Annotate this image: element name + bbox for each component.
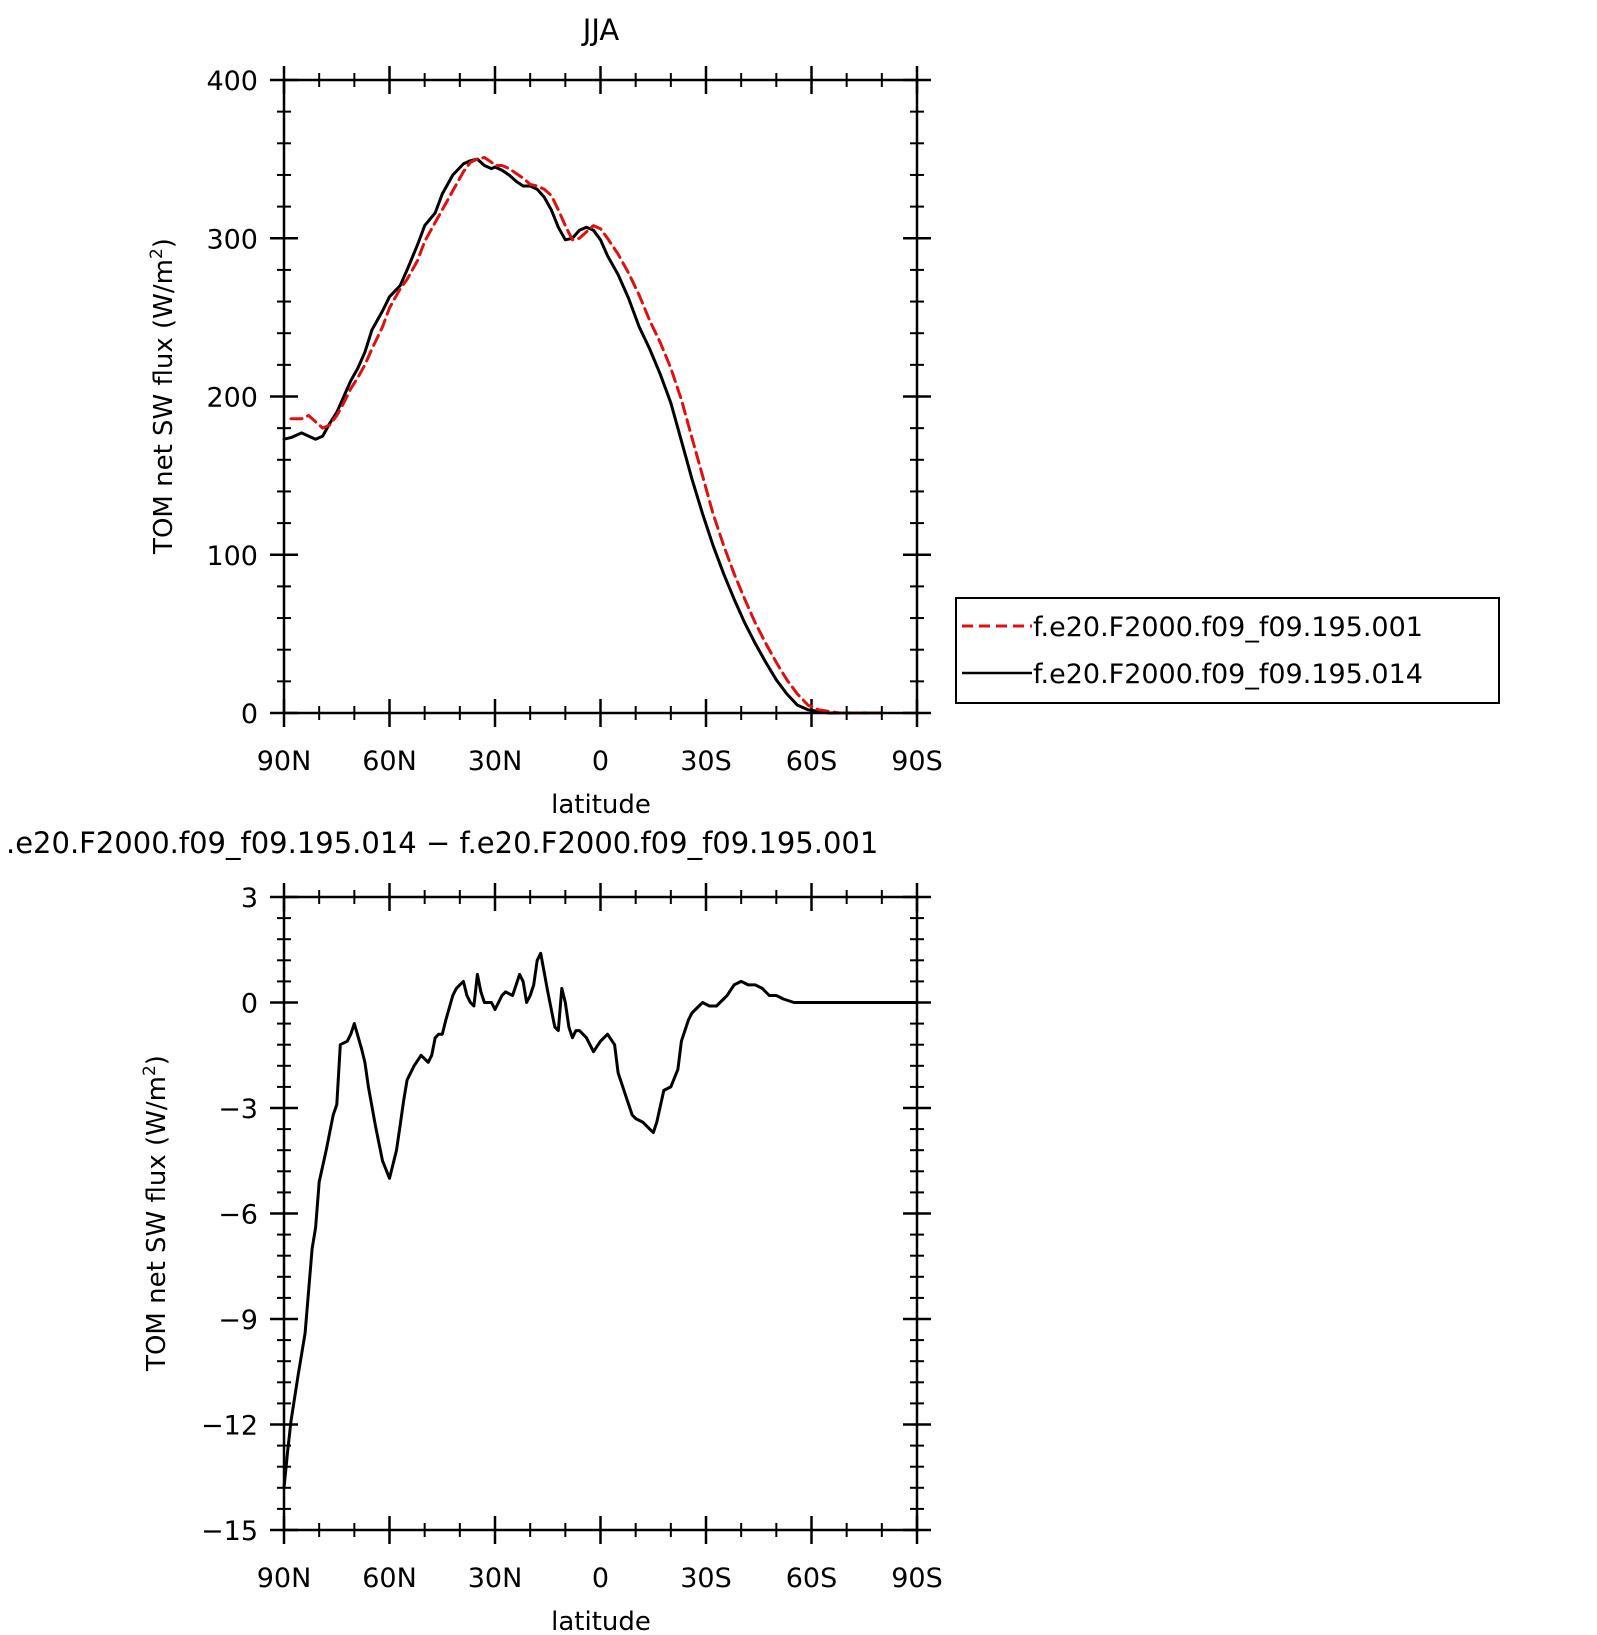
x-tick-label: 60S xyxy=(786,1563,838,1594)
top-plot-frame xyxy=(282,78,919,715)
x-tick-label: 30N xyxy=(468,746,523,777)
y-tick-label: −9 xyxy=(218,1305,258,1336)
y-tick-label: −6 xyxy=(218,1200,258,1231)
top-chart-title: JJA xyxy=(581,13,620,47)
x-tick-label: 90S xyxy=(891,1563,943,1594)
x-tick-label: 90N xyxy=(257,746,312,777)
y-tick-label: 400 xyxy=(206,66,258,97)
top-y-axis-title: TOM net SW flux (W/m2) xyxy=(147,238,179,555)
bottom-chart-title: .e20.F2000.f09_f09.195.014 − f.e20.F2000… xyxy=(6,826,878,860)
top-series-lines xyxy=(282,156,884,715)
bottom-y-ticks: −15 −12 −9 −6 −3 0 3 xyxy=(201,883,931,1547)
y-tick-label: 3 xyxy=(241,883,258,914)
y-tick-label: 200 xyxy=(206,383,258,414)
bottom-x-ticks: 90N 60N 30N 0 30S 60S 90S xyxy=(257,883,943,1594)
x-tick-label: 60N xyxy=(362,1563,417,1594)
y-tick-label: −12 xyxy=(201,1411,258,1442)
y-tick-label: 100 xyxy=(206,541,258,572)
top-x-ticks: 90N 60N 30N 0 30S 60S 90S xyxy=(257,66,943,777)
x-tick-label: 90N xyxy=(257,1563,312,1594)
legend-label-001: f.e20.F2000.f09_f09.195.001 xyxy=(1033,612,1423,643)
y-tick-label: −3 xyxy=(218,1094,258,1125)
bottom-x-axis-title: latitude xyxy=(551,1607,651,1635)
top-x-axis-title: latitude xyxy=(551,790,651,820)
x-tick-label: 30S xyxy=(680,1563,732,1594)
x-tick-label: 30N xyxy=(468,1563,523,1594)
bottom-y-axis-title: TOM net SW flux (W/m2) xyxy=(140,1055,172,1372)
x-tick-label: 90S xyxy=(891,746,943,777)
legend-label-014: f.e20.F2000.f09_f09.195.014 xyxy=(1033,659,1423,690)
bottom-series-lines xyxy=(282,951,919,1490)
y-tick-label: 300 xyxy=(206,224,258,255)
x-tick-label: 60N xyxy=(362,746,417,777)
top-panel: JJA 0 100 200 300 400 90N 60N 30N 0 30S 60S 90S la… xyxy=(147,13,1500,820)
x-tick-label: 0 xyxy=(592,1563,609,1594)
x-tick-label: 60S xyxy=(786,746,838,777)
y-tick-label: 0 xyxy=(241,989,258,1020)
top-series-line-0 xyxy=(289,156,884,715)
legend-box xyxy=(955,597,1500,704)
legend: f.e20.F2000.f09_f09.195.001 f.e20.F2000.… xyxy=(955,597,1500,704)
x-tick-label: 30S xyxy=(680,746,732,777)
top-series-line-1 xyxy=(282,157,884,715)
bottom-series-line-0 xyxy=(282,951,919,1490)
y-tick-label: 0 xyxy=(241,699,258,730)
bottom-plot-frame xyxy=(282,895,919,1532)
y-tick-label: −15 xyxy=(201,1516,258,1547)
bottom-panel: .e20.F2000.f09_f09.195.014 − f.e20.F2000… xyxy=(6,826,943,1635)
x-tick-label: 0 xyxy=(592,746,609,777)
top-y-ticks: 0 100 200 300 400 xyxy=(206,66,931,730)
